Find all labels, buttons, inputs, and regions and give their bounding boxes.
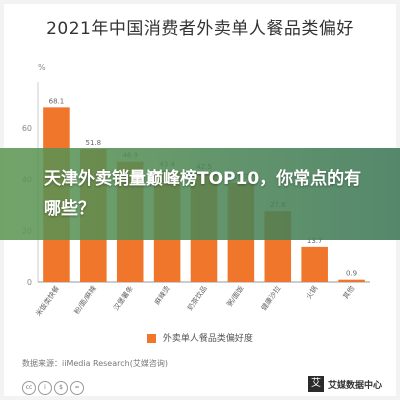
x-tick-label: 汉堡薯条 xyxy=(111,284,134,312)
by-icon: i xyxy=(38,381,52,395)
nd-icon: = xyxy=(70,381,84,395)
cc-icon: cc xyxy=(22,381,36,395)
brand-name: 艾媒数据中心 xyxy=(327,380,382,391)
x-tick-label: 麻辣烫 xyxy=(152,284,171,306)
nc-icon: $ xyxy=(54,381,68,395)
x-tick-label: 米饭类快餐 xyxy=(34,284,61,318)
y-tick-label: 0 xyxy=(27,278,32,287)
legend-swatch xyxy=(147,334,157,343)
bar-value-label: 68.1 xyxy=(49,97,65,105)
x-tick-label: 粥/面饭 xyxy=(225,284,246,308)
chart-title: 2021年中国消费者外卖单人餐品类偏好 xyxy=(46,19,354,39)
bar xyxy=(301,246,328,282)
bar-value-label: 0.9 xyxy=(346,270,357,278)
brand-logo: 艾 xyxy=(307,376,324,392)
x-tick-label: 火锅 xyxy=(304,284,319,301)
x-tick-label: 奶茶饮品 xyxy=(185,284,208,312)
legend: 外卖单人餐品类偏好度 xyxy=(0,331,400,344)
x-tick-label: 其他 xyxy=(341,284,356,301)
y-tick-label: 60 xyxy=(22,124,32,133)
bar xyxy=(338,279,365,282)
y-unit-label: % xyxy=(38,63,46,72)
bar-value-label: 13.7 xyxy=(307,237,323,245)
x-tick-label: 粉/面/麻辣 xyxy=(72,284,98,316)
legend-label: 外卖单人餐品类偏好度 xyxy=(162,334,253,344)
headline-banner xyxy=(0,148,400,240)
bar-value-label: 51.8 xyxy=(86,139,102,147)
x-tick-label: 健康沙拉 xyxy=(259,284,282,312)
source-note: 数据来源：iiMedia Research(艾媒咨询) xyxy=(22,359,168,368)
license-icons: cc i $ = xyxy=(22,374,86,395)
brand: 艾 艾媒数据中心 xyxy=(307,376,382,392)
headline-text: 天津外卖销量巅峰榜TOP10，你常点的有哪些？ xyxy=(44,169,362,219)
